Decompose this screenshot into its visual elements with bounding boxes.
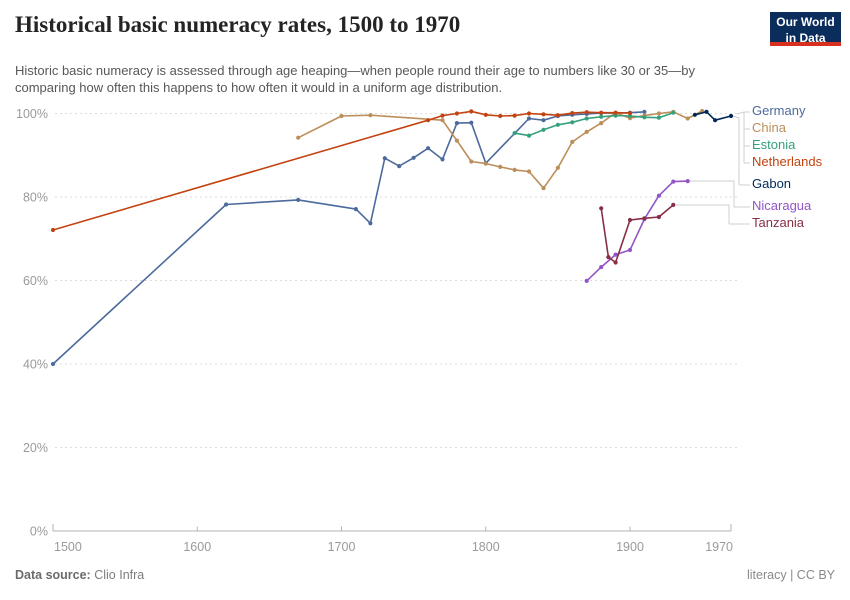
owid-logo-line2: in Data [785, 30, 826, 45]
legend-item-tanzania[interactable]: Tanzania [752, 215, 805, 230]
data-source-label: Data source: [15, 568, 91, 582]
series-china [296, 108, 705, 191]
svg-text:60%: 60% [23, 274, 48, 288]
legend-item-china[interactable]: China [752, 120, 786, 135]
svg-text:80%: 80% [23, 191, 48, 205]
chart-subtitle: Historic basic numeracy is assessed thro… [15, 63, 695, 96]
footer-license-note[interactable]: literacy | CC BY [747, 568, 835, 582]
svg-text:1800: 1800 [472, 540, 500, 554]
legend-item-netherlands[interactable]: Netherlands [752, 154, 823, 169]
svg-text:20%: 20% [23, 441, 48, 455]
data-source-value: Clio Infra [94, 568, 145, 582]
legend-item-germany[interactable]: Germany [752, 103, 806, 118]
svg-text:1970: 1970 [705, 540, 733, 554]
svg-text:1500: 1500 [54, 540, 82, 554]
series-estonia [512, 110, 676, 138]
legend-item-nicaragua[interactable]: Nicaragua [752, 198, 812, 213]
gridlines: 0% 20% 40% 60% 80% 100% [16, 107, 740, 539]
x-axis: 1500 1600 1700 1800 1900 1970 [52, 524, 733, 554]
owid-logo-line1: Our World [776, 15, 835, 29]
series-gabon [692, 109, 734, 123]
legend-item-gabon[interactable]: Gabon [752, 176, 792, 191]
series-nicaragua [584, 179, 690, 283]
series-germany [50, 109, 647, 367]
svg-text:1900: 1900 [616, 540, 644, 554]
series-netherlands [50, 109, 633, 233]
data-source: Data source: Clio Infra [15, 568, 144, 582]
series-tanzania [599, 202, 676, 265]
svg-text:100%: 100% [16, 107, 48, 121]
svg-text:0%: 0% [30, 525, 48, 539]
chart-title: Historical basic numeracy rates, 1500 to… [15, 12, 461, 37]
legend-brackets [676, 111, 750, 225]
svg-text:1600: 1600 [183, 540, 211, 554]
owid-logo: Our World in Data [770, 12, 841, 46]
svg-text:40%: 40% [23, 358, 48, 372]
svg-text:1700: 1700 [328, 540, 356, 554]
legend-item-estonia[interactable]: Estonia [752, 137, 796, 152]
